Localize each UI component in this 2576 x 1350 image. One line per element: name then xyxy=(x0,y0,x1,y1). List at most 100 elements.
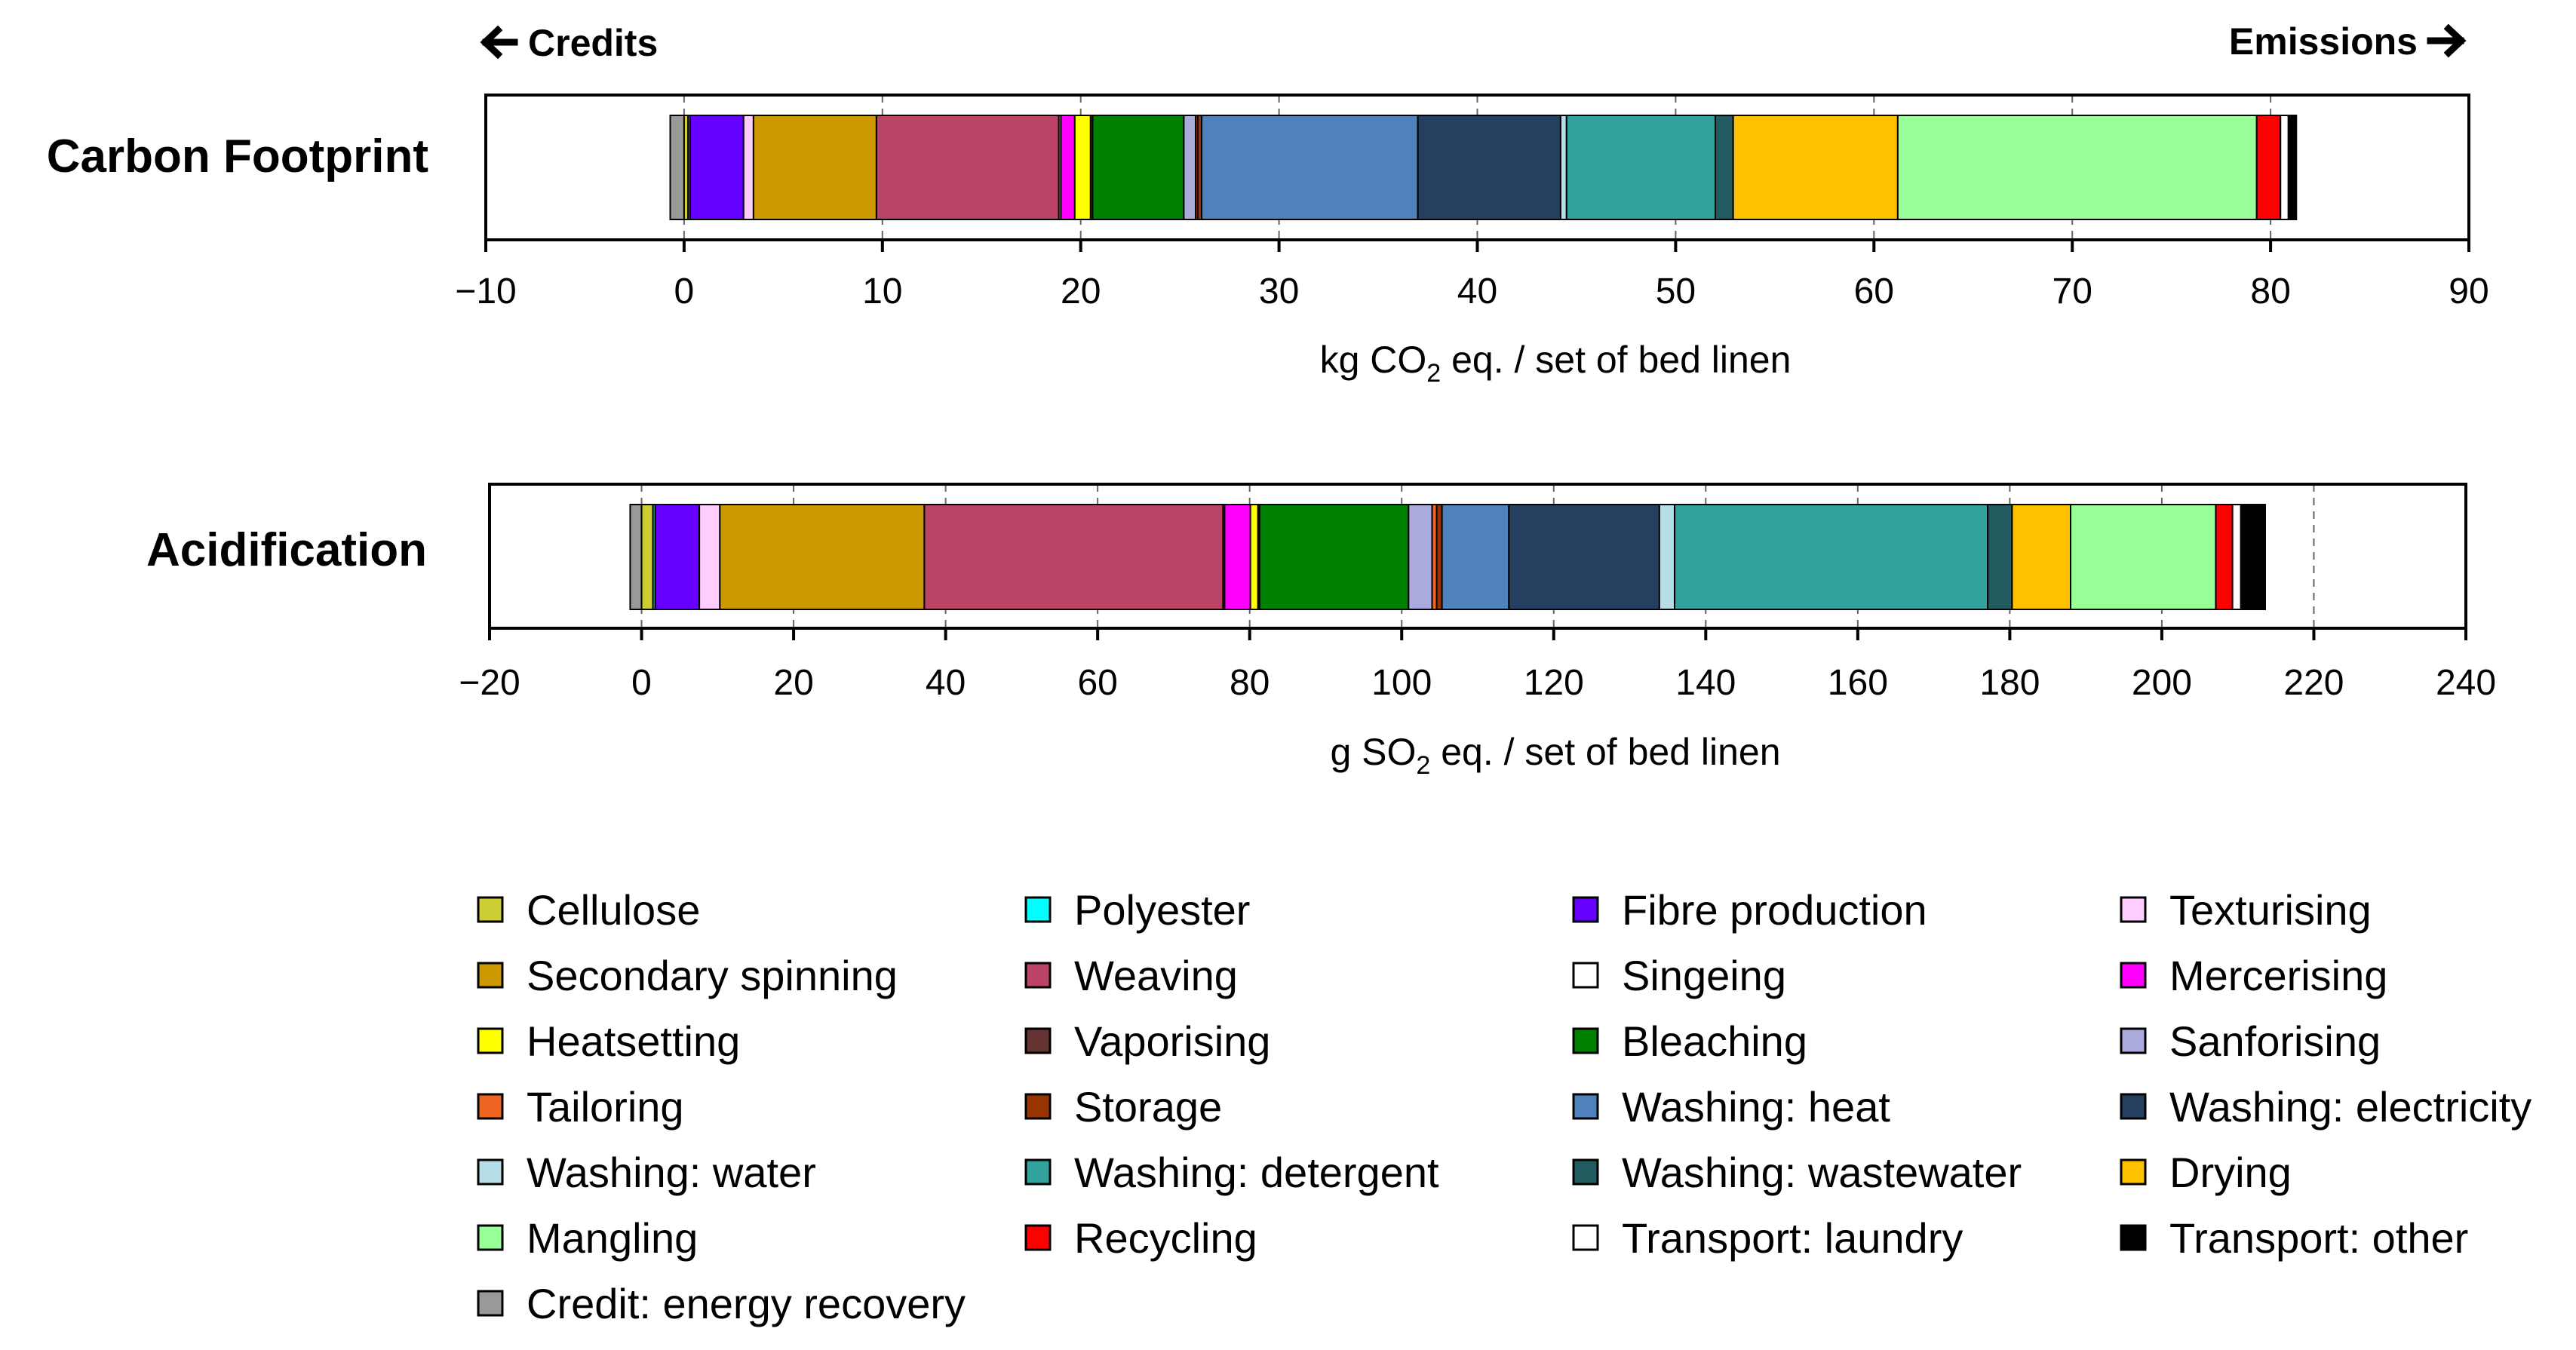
legend-item-vaporising: Vaporising xyxy=(1024,1017,1270,1065)
x-axis-label-pre: kg CO xyxy=(1320,339,1427,381)
bar-segment-mercerising xyxy=(1060,115,1076,220)
bar-segment-wash_ww xyxy=(1714,115,1734,220)
legend-swatch xyxy=(1572,896,1599,923)
legend-label: Cellulose xyxy=(527,886,700,934)
emissions-direction: Emissions xyxy=(2229,20,2467,63)
legend-swatch xyxy=(477,1027,504,1054)
credits-direction: Credits xyxy=(480,22,658,64)
legend-item-wash_water: Washing: water xyxy=(477,1149,816,1196)
bar-segment-recycling xyxy=(2255,115,2282,220)
legend-label: Fibre production xyxy=(1622,886,1927,934)
bar-segment-fibre xyxy=(654,504,701,610)
tick-label: 140 xyxy=(1675,663,1736,703)
tick-label: 60 xyxy=(1854,272,1894,311)
legend-swatch xyxy=(2120,1093,2147,1120)
bar-segment-weaving xyxy=(923,504,1224,610)
legend-item-wash_elec: Washing: electricity xyxy=(2120,1083,2531,1131)
x-axis-label-subscript: 2 xyxy=(1426,359,1441,388)
legend-swatch xyxy=(477,962,504,989)
x-axis-label-post: eq. / set of bed linen xyxy=(1430,731,1780,773)
tick-label: 100 xyxy=(1371,663,1432,703)
bar-segment-heatsetting xyxy=(1073,115,1091,220)
bar-segment-bleaching xyxy=(1258,504,1410,610)
tick-label: 10 xyxy=(862,272,902,311)
bar-segment-transport_o xyxy=(2240,504,2266,610)
bar-segment-wash_det xyxy=(1565,115,1716,220)
legend-item-storage: Storage xyxy=(1024,1083,1222,1131)
bar-segment-wash_ww xyxy=(1987,504,2013,610)
legend-label: Washing: heat xyxy=(1622,1083,1890,1131)
legend-label: Storage xyxy=(1074,1083,1222,1131)
carbon-footprint-panel: Carbon Footprint −10 0 10 20 30 40 50 60 70 80 90 … xyxy=(47,94,2489,388)
tick-label: −20 xyxy=(459,663,520,703)
bar-segment-mangling xyxy=(2070,504,2217,610)
x-axis-label-subscript: 2 xyxy=(1416,751,1430,780)
tick-label: 50 xyxy=(1656,272,1696,311)
legend-label: Drying xyxy=(2169,1149,2292,1196)
bar-segment-heatsetting xyxy=(1249,504,1259,610)
bar-segment-sanforising xyxy=(1408,504,1433,610)
legend-label: Washing: water xyxy=(527,1149,816,1196)
legend-item-cellulose: Cellulose xyxy=(477,886,700,934)
legend-item-transport_o: Transport: other xyxy=(2120,1214,2468,1262)
bar-segment-mercerising xyxy=(1224,504,1251,610)
x-axis-label: g SO2 eq. / set of bed linen xyxy=(1330,731,1780,780)
tick-label: 0 xyxy=(631,663,652,703)
panel-title: Acidification xyxy=(146,524,427,576)
legend-item-wash_heat: Washing: heat xyxy=(1572,1083,1890,1131)
legend-label: Washing: electricity xyxy=(2169,1083,2531,1131)
legend: Cellulose Polyester Fibre production Textur… xyxy=(477,886,2531,1327)
legend-label: Transport: other xyxy=(2169,1214,2468,1262)
tick-label: 160 xyxy=(1828,663,1888,703)
bar-segment-texturising xyxy=(742,115,754,220)
legend-label: Sanforising xyxy=(2169,1017,2381,1065)
bar-segment-wash_heat xyxy=(1201,115,1419,220)
legend-swatch xyxy=(1024,1027,1052,1054)
tick-label: 220 xyxy=(2283,663,2344,703)
legend-label: Bleaching xyxy=(1622,1017,1807,1065)
legend-swatch xyxy=(2120,1158,2147,1186)
legend-swatch xyxy=(2120,1224,2147,1251)
bar-segment-weaving xyxy=(875,115,1060,220)
tick-label: 40 xyxy=(926,663,966,703)
legend-item-wash_det: Washing: detergent xyxy=(1024,1149,1439,1196)
bar-segment-bleaching xyxy=(1091,115,1185,220)
emissions-label: Emissions xyxy=(2229,20,2418,63)
legend-item-mangling: Mangling xyxy=(477,1214,698,1262)
bar-segment-transport_l xyxy=(2280,115,2289,220)
legend-swatch xyxy=(1024,896,1052,923)
legend-swatch xyxy=(2120,962,2147,989)
legend-item-mercerising: Mercerising xyxy=(2120,952,2387,999)
tick-label: 20 xyxy=(773,663,813,703)
legend-item-drying: Drying xyxy=(2120,1149,2292,1196)
legend-swatch xyxy=(1572,1224,1599,1251)
legend-swatch xyxy=(1572,962,1599,989)
bar-segment-wash_elec xyxy=(1417,115,1561,220)
legend-label: Mercerising xyxy=(2169,952,2387,999)
tick-label: 90 xyxy=(2449,272,2488,311)
bar-segment-transport_o xyxy=(2287,115,2298,220)
tick-label: 30 xyxy=(1259,272,1299,311)
legend-label: Washing: wastewater xyxy=(1622,1149,2022,1196)
bar-segment-transport_l xyxy=(2231,504,2242,610)
legend-label: Transport: laundry xyxy=(1622,1214,1963,1262)
bar-segment-wash_det xyxy=(1673,504,1989,610)
bar-segment-drying xyxy=(2011,504,2072,610)
x-axis-label-pre: g SO xyxy=(1330,731,1416,773)
tick-label: 70 xyxy=(2053,272,2092,311)
tick-label: 80 xyxy=(1230,663,1270,703)
bar-segment-texturising xyxy=(698,504,721,610)
legend-swatch xyxy=(1024,1093,1052,1120)
legend-swatch xyxy=(1024,1224,1052,1251)
bar-segment-mangling xyxy=(1896,115,2258,220)
legend-swatch xyxy=(477,1224,504,1251)
acidification-panel: Acidification −20 0 20 40 60 80 100 120 140 160 18… xyxy=(146,483,2496,780)
tick-label: 0 xyxy=(674,272,695,311)
legend-item-credit: Credit: energy recovery xyxy=(477,1280,966,1327)
legend-item-sanforising: Sanforising xyxy=(2120,1017,2381,1065)
plot-frame xyxy=(488,483,2467,630)
arrow-left-icon xyxy=(480,25,518,60)
legend-item-bleaching: Bleaching xyxy=(1572,1017,1807,1065)
panel-title: Carbon Footprint xyxy=(47,130,428,183)
